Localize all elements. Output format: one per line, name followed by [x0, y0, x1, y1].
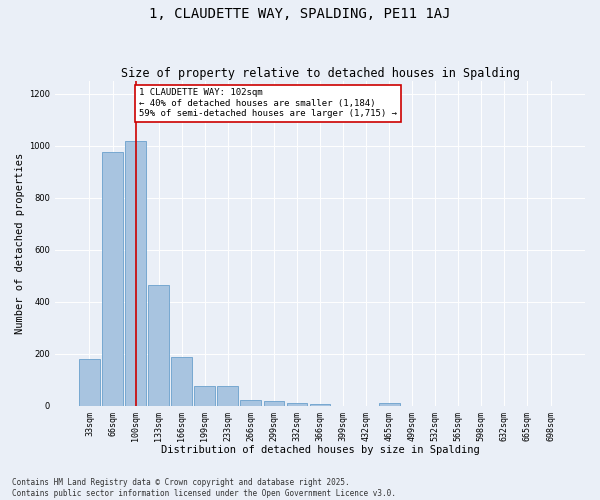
Title: Size of property relative to detached houses in Spalding: Size of property relative to detached ho…: [121, 66, 520, 80]
Bar: [172, 356, 192, 406]
Bar: [79, 359, 100, 406]
Text: 1, CLAUDETTE WAY, SPALDING, PE11 1AJ: 1, CLAUDETTE WAY, SPALDING, PE11 1AJ: [149, 8, 451, 22]
Bar: [310, 404, 331, 406]
Bar: [241, 400, 261, 406]
Bar: [287, 403, 307, 406]
Bar: [217, 386, 238, 406]
Y-axis label: Number of detached properties: Number of detached properties: [15, 152, 25, 334]
Bar: [379, 403, 400, 406]
Bar: [148, 285, 169, 406]
Bar: [263, 402, 284, 406]
Text: Contains HM Land Registry data © Crown copyright and database right 2025.
Contai: Contains HM Land Registry data © Crown c…: [12, 478, 396, 498]
Bar: [102, 152, 123, 406]
X-axis label: Distribution of detached houses by size in Spalding: Distribution of detached houses by size …: [161, 445, 479, 455]
Bar: [125, 140, 146, 406]
Bar: [194, 386, 215, 406]
Text: 1 CLAUDETTE WAY: 102sqm
← 40% of detached houses are smaller (1,184)
59% of semi: 1 CLAUDETTE WAY: 102sqm ← 40% of detache…: [139, 88, 397, 118]
